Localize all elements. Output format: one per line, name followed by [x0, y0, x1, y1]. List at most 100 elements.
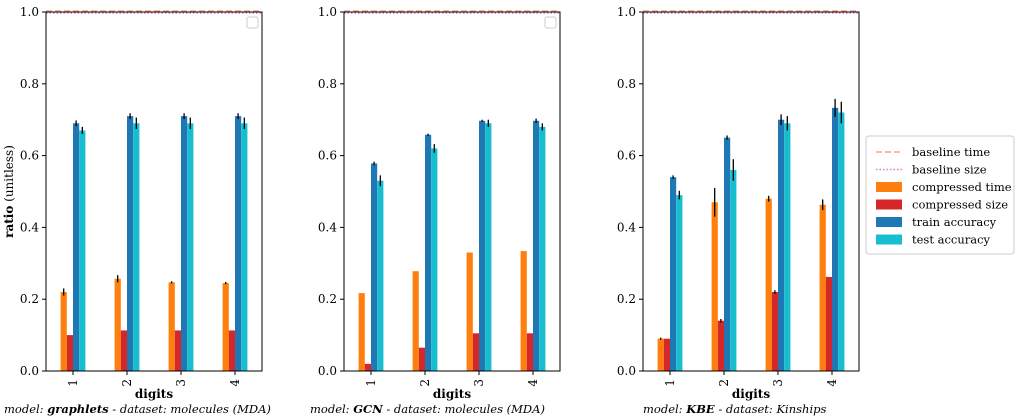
x-tick-label: 2	[717, 379, 731, 387]
bar-compressed-time-4	[222, 283, 229, 371]
y-tick-label: 0.6	[20, 149, 39, 163]
y-tick-label: 0.8	[318, 77, 337, 91]
y-tick-label: 0.4	[617, 220, 636, 234]
bar-compressed-size-2	[717, 320, 724, 371]
bar-compressed-size-1	[364, 363, 371, 371]
legend-swatch-compressed-size	[876, 199, 902, 210]
x-tick-label: 3	[174, 379, 188, 387]
bar-test-accuracy-4	[241, 123, 248, 371]
bar-test-accuracy-1	[79, 130, 86, 371]
legend-label-compressed-time: compressed time	[912, 180, 1012, 194]
bar-compressed-time-4	[819, 204, 826, 371]
legend-swatch-compressed-time	[876, 182, 902, 192]
y-tick-label: 1.0	[318, 5, 337, 19]
legend-swatch-train-accuracy	[876, 217, 902, 227]
bar-compressed-time-1	[657, 338, 664, 371]
caption-prefix: model:	[310, 402, 353, 416]
bar-train-accuracy-1	[371, 163, 378, 371]
caption-suffix: - dataset: molecules (MDA)	[109, 402, 271, 416]
x-tick-label: 4	[228, 379, 242, 387]
caption-model: KBE	[685, 402, 715, 416]
axes-frame	[343, 11, 561, 372]
bar-test-accuracy-2	[431, 148, 438, 371]
y-tick-label: 0.2	[318, 292, 337, 306]
y-axis-label: ratio (unitless)	[2, 145, 16, 238]
bar-test-accuracy-2	[133, 123, 140, 371]
bar-compressed-time-4	[520, 251, 527, 371]
caption-model: graphlets	[47, 402, 109, 416]
y-tick-label: 0.8	[617, 77, 636, 91]
bar-compressed-time-3	[765, 198, 772, 371]
empty-legend-box	[544, 16, 557, 29]
bar-train-accuracy-3	[479, 120, 486, 371]
legend-label-train-accuracy: train accuracy	[912, 215, 997, 229]
y-tick-label: 1.0	[617, 5, 636, 19]
bar-compressed-size-2	[418, 347, 425, 371]
bar-test-accuracy-3	[485, 123, 492, 371]
legend-swatch-test-accuracy	[876, 234, 902, 245]
legend: baseline time baseline size compressed tim…	[865, 135, 1015, 255]
y-tick-label: 0.8	[20, 77, 39, 91]
bar-test-accuracy-4	[539, 126, 546, 371]
y-tick-label: 0.0	[318, 364, 337, 378]
bar-compressed-time-2	[412, 271, 419, 371]
y-tick-label: 0.0	[20, 364, 39, 378]
bar-test-accuracy-1	[377, 180, 384, 371]
legend-label-baseline-time: baseline time	[912, 145, 990, 159]
bar-test-accuracy-3	[187, 123, 194, 371]
y-tick-label: 0.4	[20, 220, 39, 234]
bar-train-accuracy-3	[778, 119, 785, 371]
bar-test-accuracy-1	[676, 195, 683, 371]
bar-compressed-size-3	[771, 292, 778, 371]
bar-train-accuracy-1	[670, 177, 677, 371]
bar-test-accuracy-3	[784, 123, 791, 371]
x-tick-label: 4	[825, 379, 839, 387]
bar-compressed-size-4	[825, 276, 832, 371]
y-tick-label: 0.2	[617, 292, 636, 306]
caption-prefix: model:	[643, 402, 686, 416]
legend-frame	[865, 135, 1015, 255]
bar-train-accuracy-3	[181, 116, 188, 371]
bar-compressed-time-2	[114, 278, 121, 371]
empty-legend-box	[246, 16, 259, 29]
panel-caption: model: GCN - dataset: molecules (MDA)	[310, 402, 545, 416]
bar-train-accuracy-1	[73, 123, 80, 371]
x-tick-label: 3	[771, 379, 785, 387]
bar-train-accuracy-2	[425, 134, 432, 371]
bar-compressed-size-2	[120, 330, 127, 371]
y-tick-label: 0.6	[617, 149, 636, 163]
bar-train-accuracy-2	[127, 116, 134, 371]
x-axis-label: digits	[433, 387, 471, 401]
x-axis-label: digits	[135, 387, 173, 401]
legend-label-baseline-size: baseline size	[912, 163, 987, 177]
x-tick-label: 2	[120, 379, 134, 387]
y-tick-label: 0.2	[20, 292, 39, 306]
bar-train-accuracy-2	[724, 137, 731, 371]
x-tick-label: 4	[526, 379, 540, 387]
x-tick-label: 2	[418, 379, 432, 387]
y-tick-label: 0.0	[617, 364, 636, 378]
bar-compressed-size-4	[526, 333, 533, 371]
bar-test-accuracy-4	[838, 112, 845, 372]
y-tick-label: 0.6	[318, 149, 337, 163]
x-tick-label: 1	[663, 379, 677, 387]
bar-compressed-time-3	[466, 252, 473, 371]
bar-train-accuracy-4	[533, 120, 540, 371]
panel-caption: model: KBE - dataset: Kinships	[643, 402, 826, 416]
legend-label-test-accuracy: test accuracy	[912, 233, 991, 247]
bar-compressed-time-1	[60, 292, 67, 371]
axes-frame	[642, 11, 860, 372]
bar-compressed-size-3	[174, 330, 181, 371]
x-tick-label: 1	[364, 379, 378, 387]
bar-compressed-time-2	[711, 202, 718, 371]
x-axis-label: digits	[732, 387, 770, 401]
x-tick-label: 1	[66, 379, 80, 387]
y-tick-label: 0.4	[318, 220, 337, 234]
axes-frame	[45, 11, 263, 372]
y-tick-label: 1.0	[20, 5, 39, 19]
panel-caption: model: graphlets - dataset: molecules (M…	[4, 402, 271, 416]
x-tick-label: 3	[472, 379, 486, 387]
bar-compressed-size-1	[663, 338, 670, 371]
